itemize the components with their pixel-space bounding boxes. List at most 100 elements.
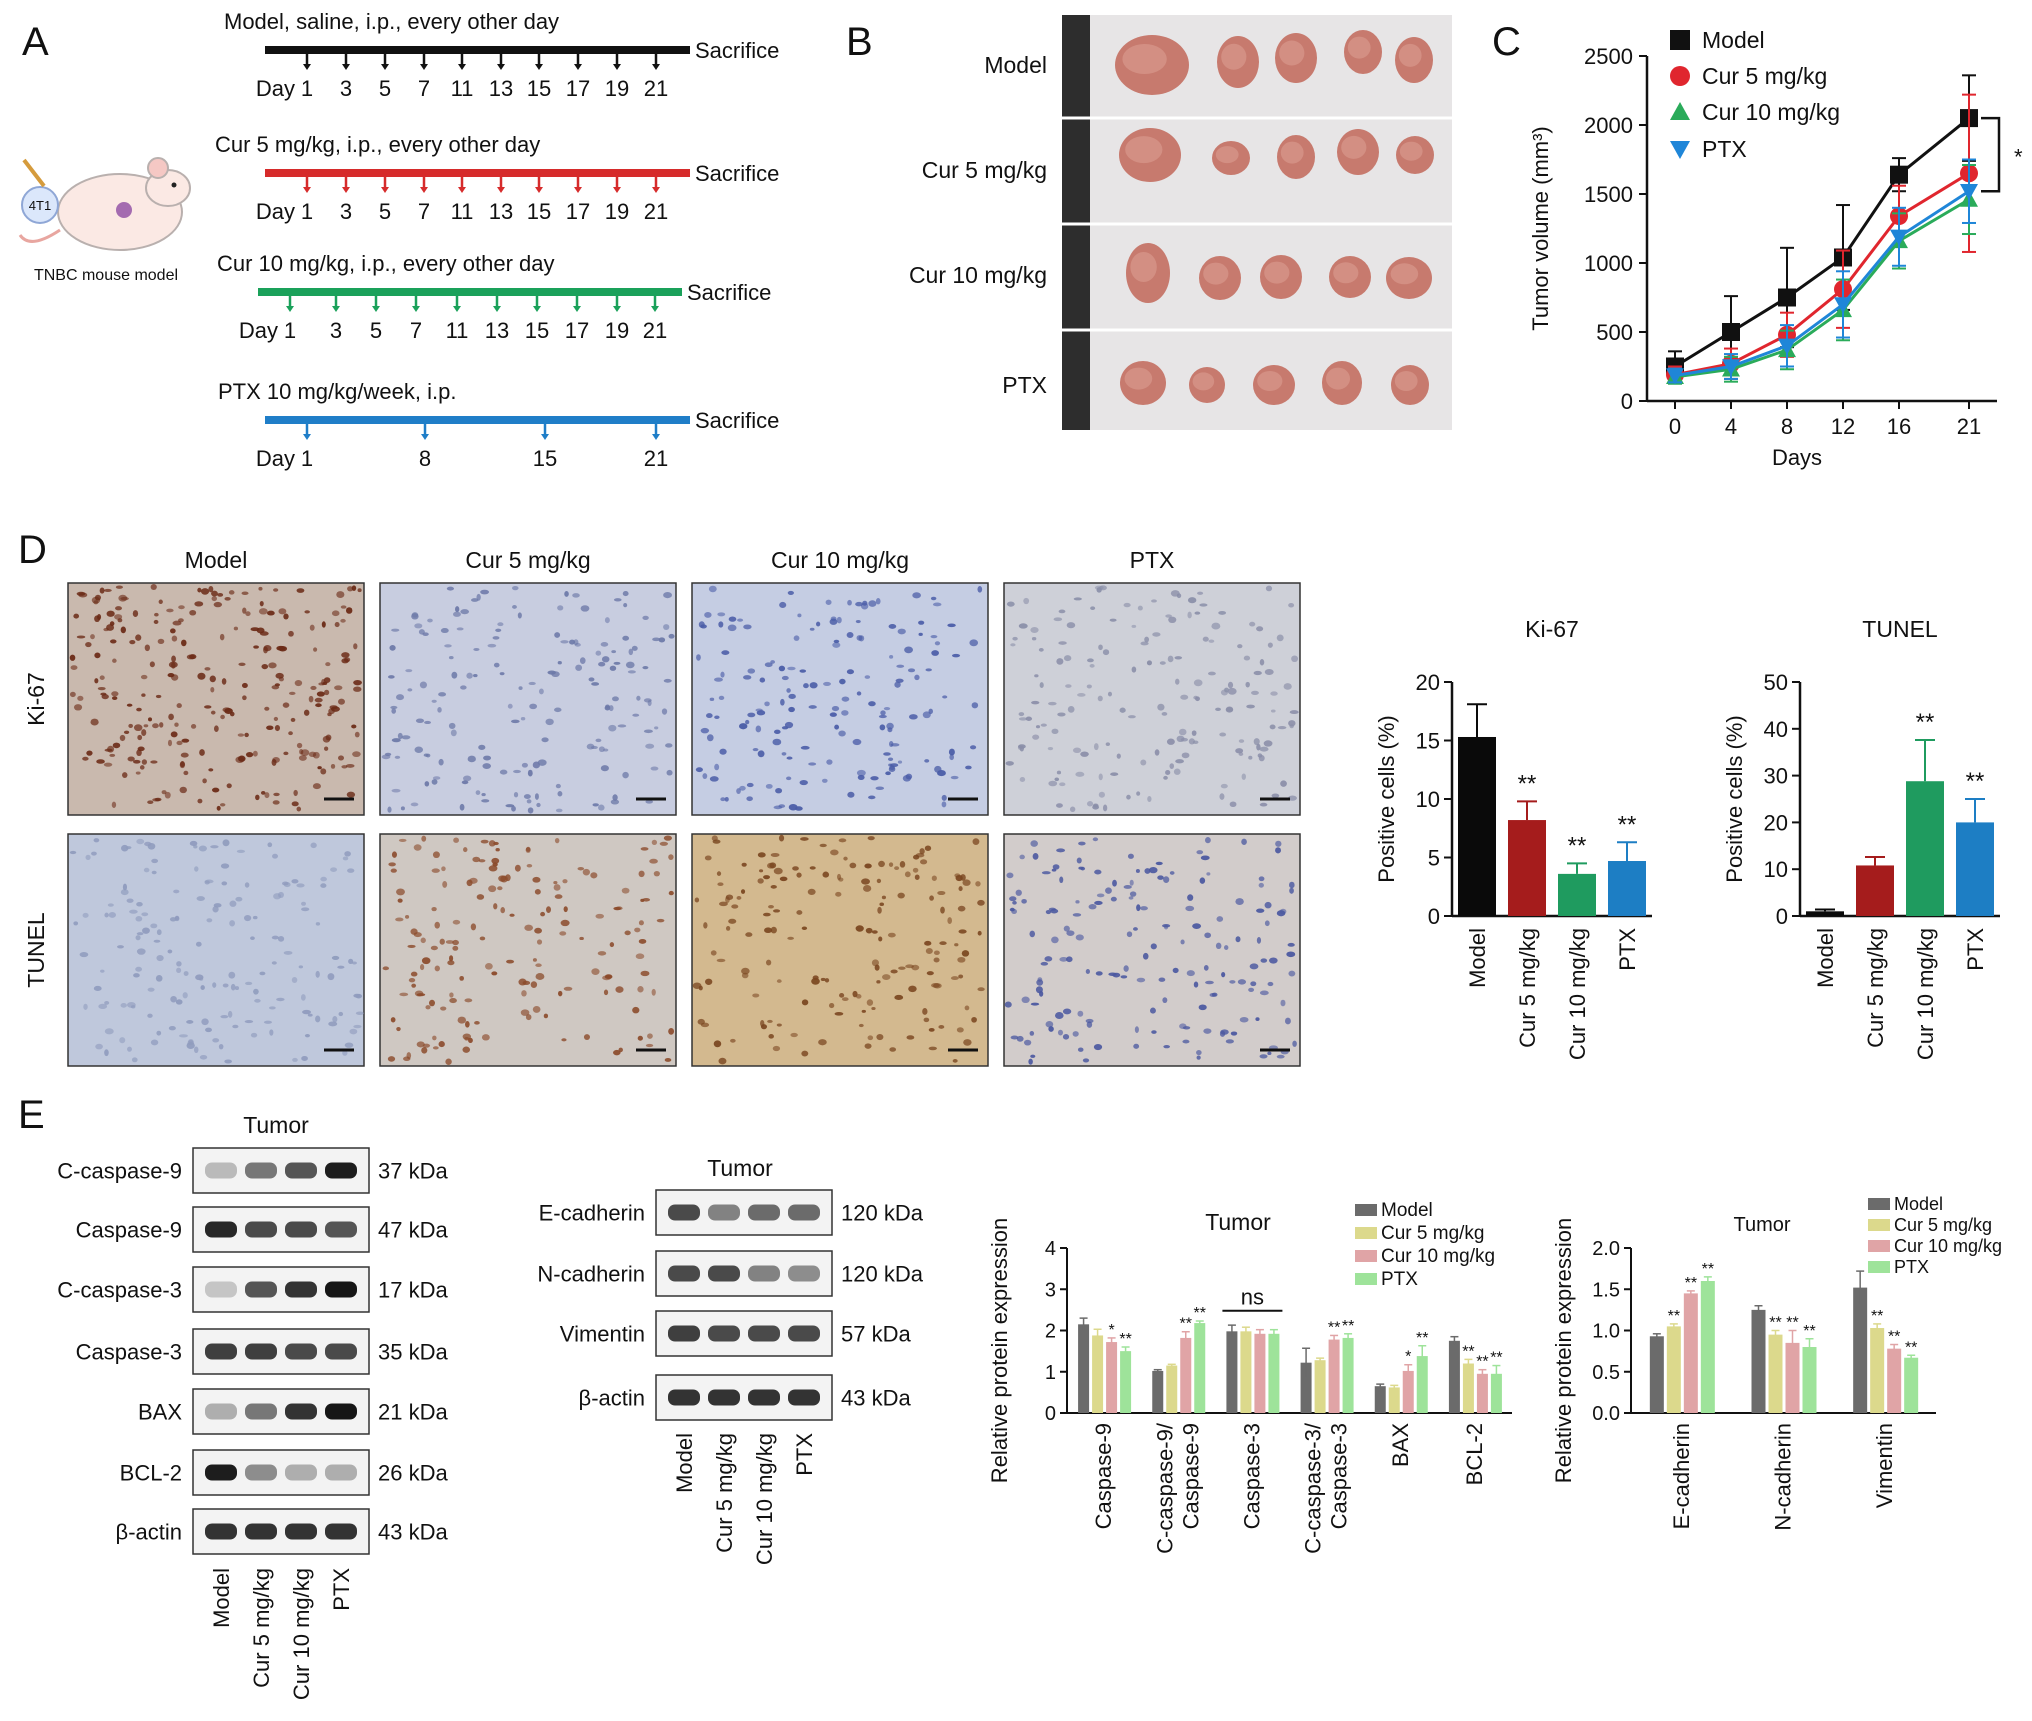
day-number: 17	[566, 199, 590, 224]
significance-marker: **	[1888, 1329, 1900, 1346]
dose-arrow	[652, 64, 660, 70]
day-number: 15	[527, 76, 551, 101]
y-tick-label: 10	[1416, 787, 1440, 812]
significance-marker: **	[1476, 1354, 1488, 1371]
bar	[1906, 781, 1944, 916]
y-tick-label: 1500	[1584, 182, 1633, 207]
data-point	[1670, 102, 1690, 120]
ihc-row-label: TUNEL	[23, 912, 49, 988]
day-number: 5	[379, 199, 391, 224]
apoptosis-western-blot: Tumor C-caspase-9 37 kDa Caspase-9 47 kDa C-c…	[57, 1112, 448, 1700]
dose-arrow	[303, 187, 311, 193]
x-tick-label: 12	[1831, 414, 1855, 439]
panel-letter-c: C	[1492, 20, 1521, 64]
mouse-illustration: 4T1	[18, 157, 191, 251]
bar	[1956, 822, 1994, 916]
significance-marker: *	[1405, 1349, 1411, 1366]
y-tick-label: 4	[1045, 1238, 1056, 1260]
y-tick-label: 5	[1428, 846, 1440, 871]
photo-row-label: PTX	[1002, 372, 1047, 398]
protein-label: Vimentin	[560, 1322, 645, 1347]
significance-marker: **	[1916, 709, 1935, 736]
day-number: 1	[301, 76, 313, 101]
schedule-title: PTX 10 mg/kg/week, i.p.	[218, 379, 456, 404]
dose-arrow	[574, 187, 582, 193]
bar	[1853, 1287, 1868, 1413]
photo-row-label: Cur 10 mg/kg	[909, 262, 1047, 288]
tunel-bar-chart: 0 10 20 30 40 50 TUNEL Positive cells (%) Model C…	[1722, 616, 2000, 1060]
chart-title: Tumor	[1205, 1209, 1271, 1235]
y-tick-label: 20	[1416, 670, 1440, 695]
dose-arrow	[613, 187, 621, 193]
bar	[1120, 1351, 1132, 1413]
y-tick-label: 1.5	[1592, 1279, 1620, 1301]
data-point	[1890, 229, 1908, 246]
significance-marker: **	[1194, 1305, 1206, 1322]
protein-label: E-cadherin	[539, 1201, 645, 1226]
significance-marker: **	[1416, 1330, 1428, 1347]
significance-marker: **	[1702, 1261, 1714, 1278]
x-tick-label: Cur 5 mg/kg	[1863, 928, 1888, 1048]
protein-band	[788, 1325, 820, 1342]
day-word: Day	[256, 446, 295, 471]
sacrifice-label: Sacrifice	[695, 38, 779, 63]
y-tick-label: 2.0	[1592, 1238, 1620, 1260]
model-caption: TNBC mouse model	[34, 267, 178, 284]
ihc-image-grid: Model Cur 5 mg/kg Cur 10 mg/kg PTX Ki-67 TUNE…	[23, 547, 1301, 1067]
kda-label: 43 kDa	[378, 1520, 448, 1545]
y-tick-label: 1	[1045, 1362, 1056, 1384]
protein-band	[788, 1389, 820, 1406]
day-number: 7	[418, 199, 430, 224]
day-number: 3	[340, 199, 352, 224]
emt-protein-chart: 0.0 0.5 1.0 1.5 2.0 Tumor Relative protein exp…	[1551, 1194, 2002, 1531]
x-tick-label: Caspase-3	[1327, 1423, 1352, 1529]
day-number: 3	[340, 76, 352, 101]
x-tick-label: Caspase-9	[1178, 1423, 1203, 1529]
bar	[1887, 1348, 1902, 1413]
treatment-timelines: Model, saline, i.p., every other day Sacr…	[215, 9, 779, 471]
protein-band	[285, 1464, 317, 1481]
y-tick-label: 500	[1596, 320, 1633, 345]
bar	[1328, 1339, 1340, 1413]
legend-entry: Cur 5 mg/kg	[1894, 1215, 1992, 1235]
ihc-micrograph	[1003, 833, 1301, 1067]
day-number: 13	[489, 199, 513, 224]
data-point	[1670, 30, 1690, 50]
kda-label: 120 kDa	[841, 1262, 924, 1287]
protein-label: Caspase-3	[76, 1340, 182, 1365]
dose-arrow	[535, 64, 543, 70]
legend-entry: PTX	[1702, 136, 1747, 162]
bar	[1180, 1337, 1192, 1413]
protein-label: BCL-2	[120, 1461, 182, 1486]
y-tick-label: 10	[1764, 857, 1788, 882]
protein-band	[668, 1389, 700, 1406]
ihc-column-label: Cur 10 mg/kg	[771, 547, 909, 573]
legend-entry: PTX	[1381, 1269, 1418, 1290]
x-tick-label: E-cadherin	[1669, 1423, 1694, 1529]
bar	[1904, 1357, 1919, 1413]
protein-label: β-actin	[116, 1520, 182, 1545]
x-axis-title: Days	[1772, 445, 1822, 470]
significance-marker: **	[1871, 1308, 1883, 1325]
bar	[1458, 736, 1496, 916]
y-axis-title: Relative protein expression	[1551, 1218, 1576, 1483]
data-point	[1670, 66, 1690, 86]
day-number: 19	[605, 76, 629, 101]
protein-band	[325, 1523, 357, 1540]
legend-entry: Model	[1894, 1194, 1943, 1214]
dose-arrow	[453, 306, 461, 312]
dose-arrow	[372, 306, 380, 312]
bar	[1476, 1373, 1488, 1413]
legend-swatch	[1355, 1250, 1377, 1262]
y-tick-label: 0	[1045, 1403, 1056, 1425]
legend-entry: Cur 10 mg/kg	[1702, 99, 1840, 125]
data-point	[1778, 338, 1796, 355]
protein-band	[325, 1281, 357, 1298]
day-number: 21	[644, 76, 668, 101]
ihc-micrograph	[67, 582, 365, 816]
bar	[1402, 1370, 1414, 1413]
bar	[1314, 1360, 1326, 1413]
protein-band	[205, 1162, 237, 1179]
chart-title: Ki-67	[1525, 616, 1579, 642]
lane-label: PTX	[792, 1433, 817, 1476]
